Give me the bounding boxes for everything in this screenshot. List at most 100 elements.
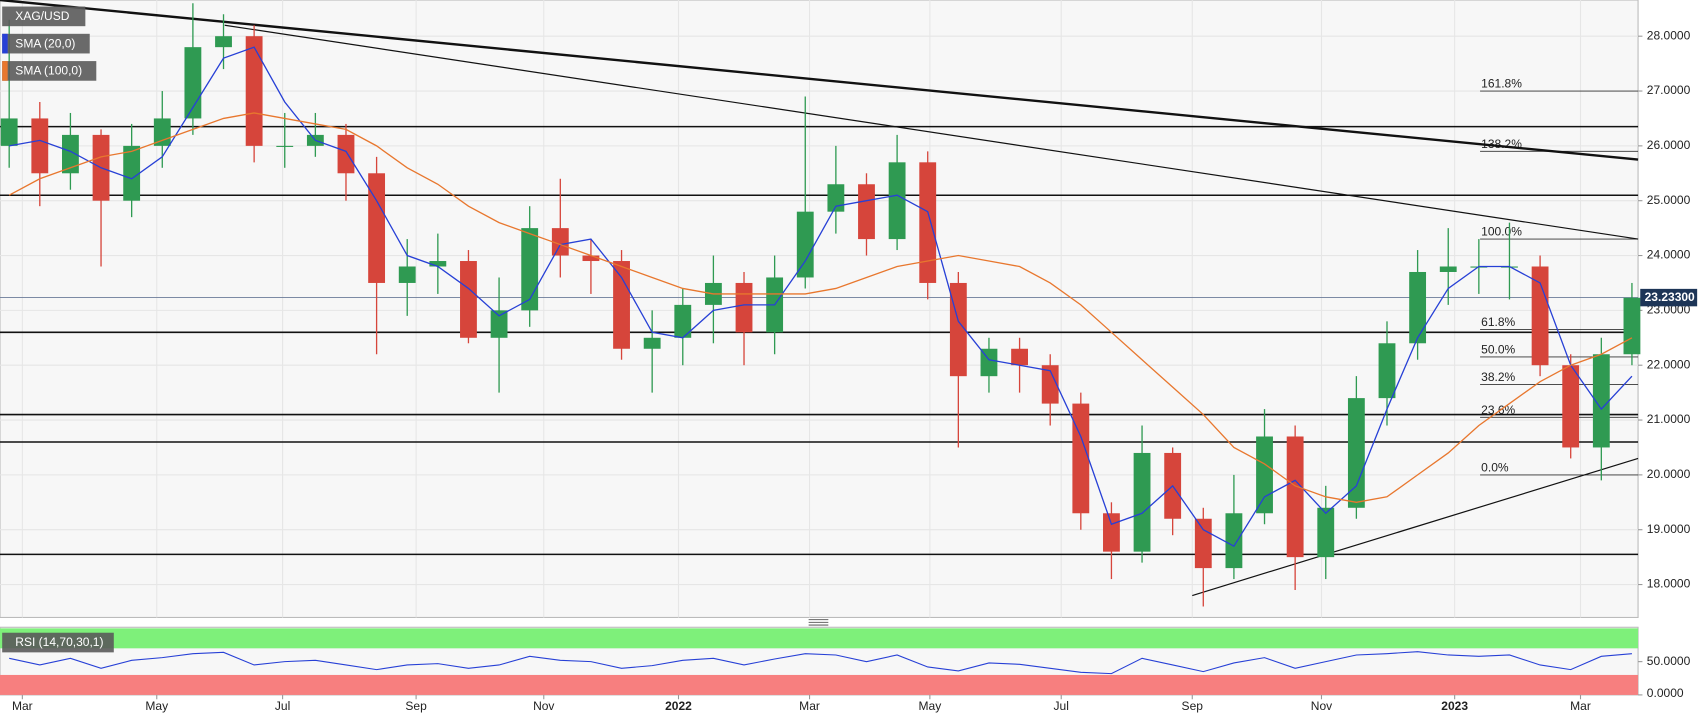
price-tag (1640, 288, 1698, 307)
legend-label: RSI (14,70,30,1) (15, 635, 103, 649)
candle-body (1409, 271, 1427, 344)
legend-swatch (2, 33, 8, 54)
candle-body (1225, 513, 1243, 569)
candle-body (245, 36, 263, 146)
legend-box (2, 61, 97, 81)
candle-body (1133, 452, 1151, 552)
candle-body (796, 211, 814, 278)
y-tick-label: 25.0000 (1647, 193, 1691, 207)
y-tick-label: 24.0000 (1647, 248, 1691, 262)
candle-body (551, 228, 569, 256)
splitter (808, 619, 829, 626)
x-tick-label: Mar (12, 699, 33, 713)
x-tick-label: Nov (1311, 699, 1332, 713)
candle-body (1439, 266, 1457, 272)
candle-body (858, 184, 875, 240)
candle-body (1562, 365, 1580, 448)
legend-label: SMA (100,0) (15, 64, 82, 78)
candle-body (1347, 398, 1365, 508)
candle-body (1286, 436, 1304, 558)
y-tick-label: 26.0000 (1647, 138, 1691, 152)
candle-body (1256, 436, 1273, 514)
candle-body (62, 134, 79, 174)
candle-body (1072, 403, 1090, 514)
candle-body (123, 145, 141, 201)
fib-label: 100.0% (1481, 225, 1522, 239)
candle-body (1317, 507, 1335, 558)
legend-swatch (2, 61, 8, 81)
rsi-oversold-zone (0, 674, 1639, 695)
candle-body (643, 337, 661, 349)
fib-label: 50.0% (1481, 343, 1515, 357)
trendline (1192, 457, 1639, 597)
candle-body (919, 162, 937, 283)
sma-line (8, 112, 1633, 503)
x-tick-label: May (145, 699, 168, 713)
rsi-tick-label: 50.0000 (1647, 654, 1691, 668)
y-tick-label: 28.0000 (1647, 28, 1691, 42)
fib-label: 61.8% (1481, 315, 1515, 329)
candle-body (0, 118, 18, 146)
y-tick-label: 20.0000 (1647, 467, 1691, 481)
candle-body (582, 255, 600, 262)
y-tick-label: 22.0000 (1647, 357, 1691, 371)
x-tick-label: Jul (1054, 699, 1069, 713)
rsi-tick-label: 0.0000 (1647, 686, 1684, 700)
y-tick-label: 21.0000 (1647, 412, 1691, 426)
candle-body (1194, 518, 1212, 569)
legend-box (2, 6, 86, 27)
x-tick-label: Jul (275, 699, 290, 713)
x-tick-label: Mar (1570, 699, 1591, 713)
x-tick-label: Sep (405, 699, 427, 713)
legend-label: SMA (20,0) (15, 36, 75, 50)
legend-label: XAG/USD (15, 9, 69, 23)
candle-body (1103, 513, 1120, 552)
candle-body (1531, 266, 1549, 366)
price-panel (0, 0, 1639, 618)
candle-body (674, 304, 692, 338)
candle-body (827, 184, 845, 212)
y-tick-label: 27.0000 (1647, 83, 1691, 97)
x-tick-label: 2023 (1441, 699, 1468, 713)
candle-body (276, 145, 294, 147)
rsi-line (9, 651, 1632, 675)
trendline (224, 24, 1639, 240)
sma-line (9, 46, 1633, 548)
candle-body (980, 348, 998, 377)
price-tag-label: 23.23300 (1645, 290, 1695, 304)
legend-box (2, 33, 90, 54)
candle-body (521, 228, 539, 311)
candle-body (337, 134, 355, 174)
candle-body (490, 310, 508, 338)
x-tick-label: Mar (799, 699, 820, 713)
candle-body (1378, 343, 1396, 399)
candle-body (1592, 354, 1610, 448)
candle-body (368, 173, 386, 283)
fib-label: 0.0% (1481, 461, 1509, 475)
candle-body (31, 118, 49, 174)
x-tick-label: Nov (533, 699, 554, 713)
candle-body (429, 261, 447, 267)
candle-body (398, 266, 416, 283)
candle-body (215, 36, 232, 48)
candle-body (888, 162, 906, 240)
x-tick-label: May (919, 699, 942, 713)
candle-body (460, 261, 477, 338)
y-tick-label: 18.0000 (1647, 577, 1691, 591)
fib-label: 161.8% (1481, 77, 1522, 91)
candle-body (153, 118, 171, 146)
candle-body (613, 261, 630, 349)
rsi-overbought-zone (0, 628, 1639, 649)
candle-body (1011, 348, 1028, 366)
legend-box (2, 632, 114, 653)
fib-label: 23.6% (1481, 403, 1515, 417)
x-tick-label: 2022 (665, 699, 692, 713)
candle-body (1041, 365, 1059, 404)
y-tick-label: 19.0000 (1647, 522, 1691, 536)
trendline (0, 0, 1639, 161)
x-tick-label: Sep (1182, 699, 1204, 713)
candle-body (735, 282, 753, 333)
candle-body (1623, 297, 1641, 355)
fib-label: 38.2% (1481, 370, 1515, 384)
